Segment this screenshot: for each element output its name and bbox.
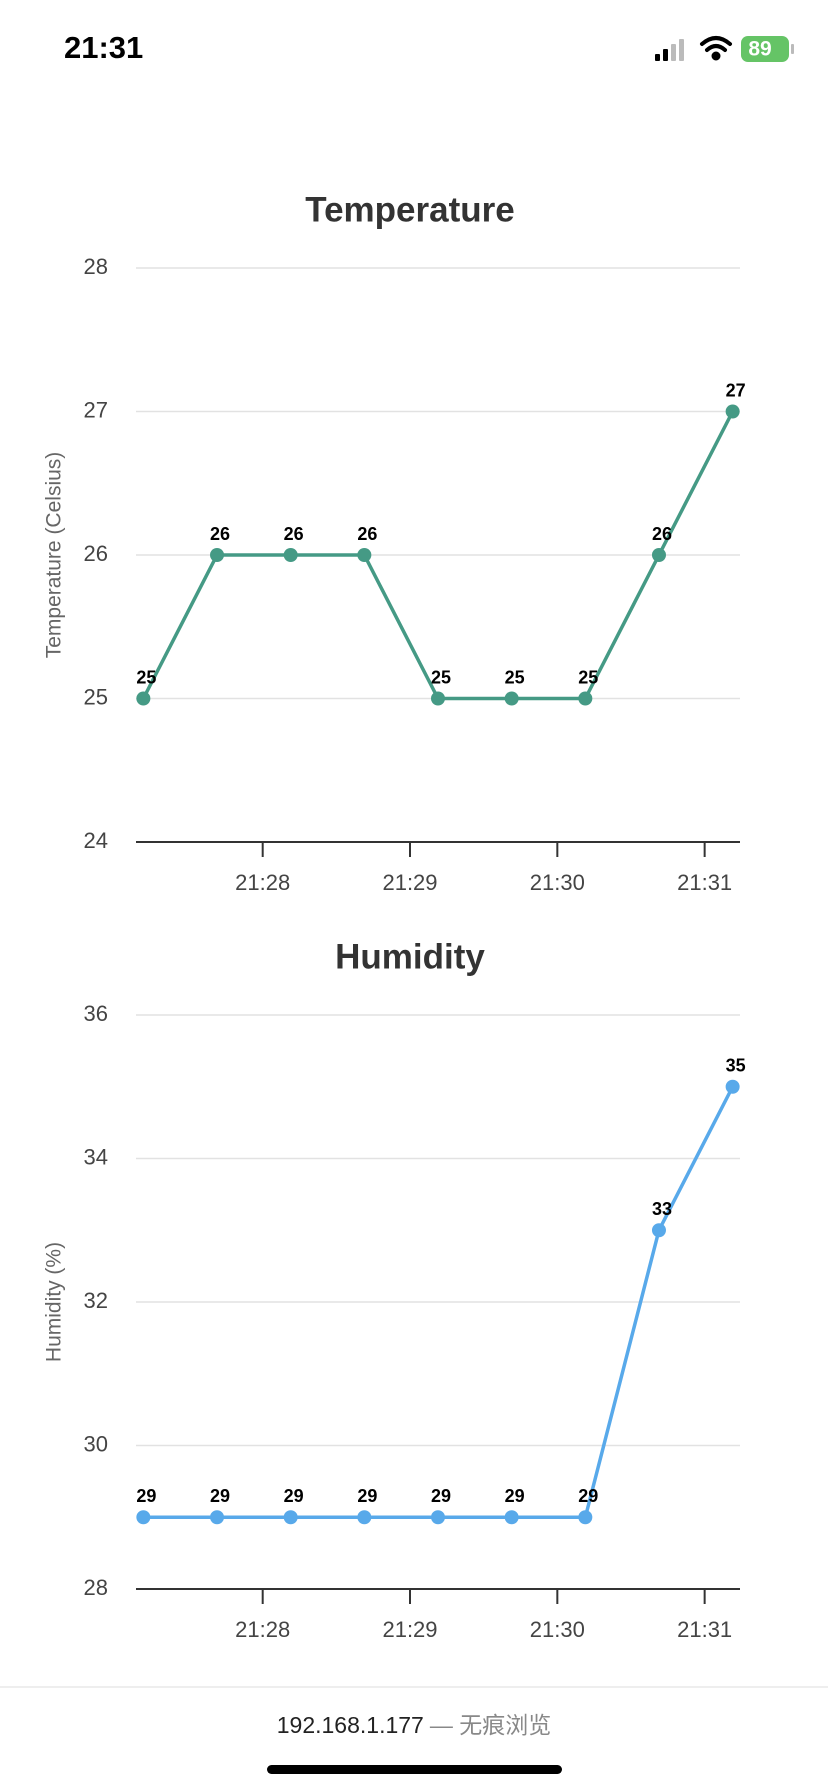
data-point [357,548,372,562]
data-point [431,1510,445,1525]
data-label: 25 [578,667,598,687]
data-point [210,1510,225,1525]
battery-icon [741,36,789,62]
x-tick-label: 21:30 [530,1617,585,1642]
data-label: 26 [210,524,230,544]
chart-title: Temperature [305,190,514,229]
x-tick-label: 21:28 [235,870,290,895]
y-tick-label: 30 [84,1431,108,1456]
y-axis-title: Humidity (%) [43,1242,66,1362]
footer-url[interactable]: 192.168.1.177— 无痕浏览 [277,1712,551,1738]
data-label: 25 [431,667,451,687]
data-label: 27 [726,380,746,400]
address: 192.168.1.177 [277,1712,424,1738]
data-label: 33 [652,1199,672,1219]
x-tick-label: 21:29 [382,870,437,895]
data-point [357,1510,372,1525]
browsing-mode: — 无痕浏览 [430,1712,551,1738]
chart-title: Humidity [335,937,485,976]
data-label: 26 [284,524,304,544]
data-label: 29 [505,1486,525,1506]
data-label: 26 [652,524,672,544]
y-tick-label: 27 [84,397,108,422]
data-label: 29 [431,1486,451,1506]
data-point [504,691,519,706]
data-label: 29 [578,1486,598,1506]
y-tick-label: 32 [84,1288,108,1313]
y-tick-label: 28 [84,254,108,279]
data-point [136,1510,151,1525]
battery-tip [791,44,794,54]
data-point [578,691,593,706]
data-point [283,548,298,562]
y-tick-label: 34 [84,1144,108,1169]
data-label: 29 [357,1486,377,1506]
x-tick-label: 21:28 [235,1617,290,1642]
data-point [210,548,225,562]
data-point [578,1510,593,1525]
data-label: 29 [136,1486,156,1506]
data-point [431,691,445,706]
wifi-icon [700,36,732,61]
y-tick-label: 25 [84,684,108,709]
y-tick-label: 36 [84,1001,108,1026]
data-label: 29 [210,1486,230,1506]
data-point [504,1510,519,1525]
x-tick-label: 21:30 [530,870,585,895]
y-tick-label: 26 [84,541,108,566]
x-tick-label: 21:31 [677,1617,732,1642]
signal-icon [655,39,684,61]
data-point [136,691,151,706]
status-time: 21:31 [64,30,143,65]
data-point [725,404,740,419]
data-point [283,1510,298,1525]
data-point [651,548,666,562]
data-point [725,1079,740,1094]
x-tick-label: 21:31 [677,870,732,895]
data-label: 25 [505,667,525,687]
x-tick-label: 21:29 [382,1617,437,1642]
data-label: 26 [357,524,377,544]
data-label: 35 [726,1056,746,1076]
home-indicator[interactable] [267,1765,562,1774]
y-tick-label: 28 [84,1575,108,1600]
battery-level: 89 [748,38,771,61]
y-axis-title: Temperature (Celsius) [43,452,66,659]
y-tick-label: 24 [84,828,108,853]
data-label: 25 [136,667,156,687]
data-point [651,1223,666,1238]
data-label: 29 [284,1486,304,1506]
